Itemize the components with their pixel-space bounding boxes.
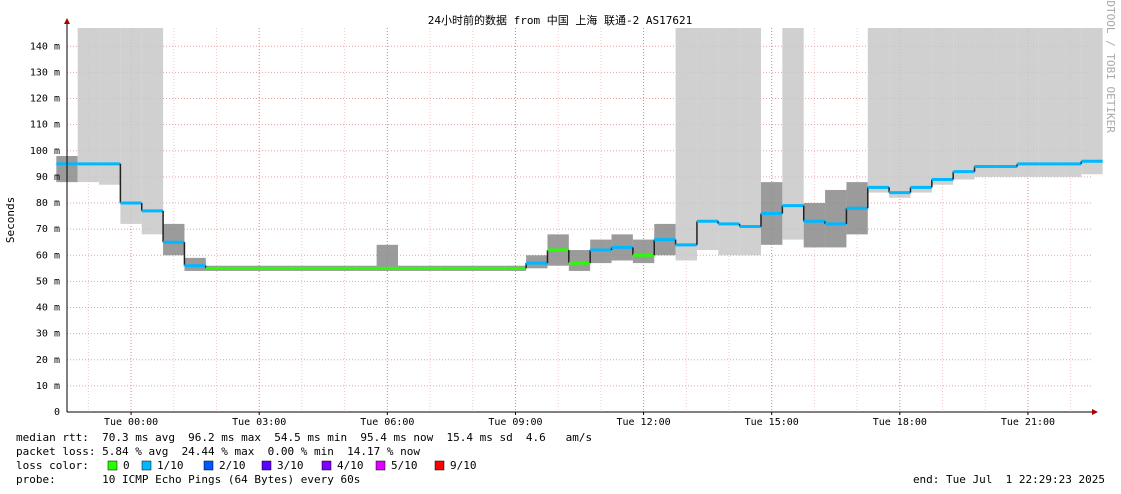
y-tick-label: 80 m	[36, 198, 60, 209]
x-tick-label: Tue 03:00	[232, 417, 286, 428]
smoke-band	[120, 28, 142, 224]
smoke-band	[931, 28, 954, 185]
legend-swatch	[203, 460, 214, 471]
smoke-band	[77, 28, 100, 183]
y-tick-label: 20 m	[36, 355, 60, 366]
stats-line: packet loss: 5.84 % avg 24.44 % max 0.00…	[16, 445, 420, 458]
y-tick-label: 40 m	[36, 303, 60, 314]
smoke-band	[1081, 28, 1103, 175]
y-tick-label: 70 m	[36, 224, 60, 235]
x-tick-label: Tue 18:00	[873, 417, 927, 428]
stats-line: median rtt: 70.3 ms avg 96.2 ms max 54.5…	[16, 431, 592, 444]
y-tick-label: 90 m	[36, 172, 60, 183]
smoke-band	[1017, 28, 1039, 177]
x-tick-label: Tue 06:00	[360, 417, 414, 428]
smoke-band	[803, 203, 826, 248]
axis-arrow	[64, 18, 70, 24]
legend-label: 2/10	[219, 459, 246, 472]
smoke-band	[675, 28, 697, 261]
legend-title: loss color:	[16, 459, 89, 472]
axis-arrow	[1092, 409, 1098, 415]
y-tick-label: 110 m	[30, 120, 60, 131]
legend-label: 4/10	[337, 459, 364, 472]
y-tick-label: 10 m	[36, 381, 60, 392]
smoke-band	[1038, 28, 1060, 177]
x-tick-label: Tue 12:00	[616, 417, 670, 428]
legend-label: 1/10	[157, 459, 184, 472]
x-tick-label: Tue 21:00	[1001, 417, 1055, 428]
y-tick-label: 140 m	[30, 41, 60, 52]
smoke-band	[825, 189, 847, 248]
legend-swatch	[434, 460, 445, 471]
y-tick-label: 30 m	[36, 329, 60, 340]
smoke-band	[163, 223, 185, 256]
smoke-band	[782, 28, 804, 240]
probe: probe: 10 ICMP Echo Pings (64 Bytes) eve…	[16, 473, 360, 486]
x-tick-label: Tue 00:00	[104, 417, 158, 428]
smoke-band	[995, 28, 1018, 177]
smoke-band	[1059, 28, 1082, 177]
smoke-band	[99, 28, 121, 185]
chart-title: 24小时前的数据 from 中国 上海 联通-2 AS17621	[428, 13, 692, 27]
y-tick-label: 100 m	[30, 146, 60, 157]
smoke-band	[867, 28, 890, 193]
smoke-band	[974, 28, 996, 177]
smoke-band	[953, 28, 975, 180]
legend-swatch	[321, 460, 332, 471]
legend-swatch	[107, 460, 118, 471]
smoke-band	[696, 28, 719, 251]
legend-swatch	[141, 460, 152, 471]
smoke-band	[910, 28, 932, 193]
y-tick-label: 50 m	[36, 276, 60, 287]
smoke-band	[718, 28, 740, 256]
smoke-band	[376, 244, 398, 271]
end-time: end: Tue Jul 1 22:29:23 2025	[913, 473, 1105, 486]
legend-label: 0	[123, 459, 130, 472]
legend-swatch	[261, 460, 272, 471]
smoke-band	[632, 239, 655, 264]
y-axis-label: Seconds	[4, 197, 17, 243]
y-tick-label: 130 m	[30, 67, 60, 78]
x-tick-label: Tue 15:00	[745, 417, 799, 428]
y-tick-label: 0	[54, 407, 60, 418]
watermark: RRDTOOL / TOBI OETIKER	[1104, 0, 1117, 133]
legend-label: 9/10	[450, 459, 477, 472]
smoke-band	[739, 28, 762, 256]
smoke-band	[889, 28, 911, 198]
x-tick-label: Tue 09:00	[488, 417, 542, 428]
legend-swatch	[375, 460, 386, 471]
legend-label: 5/10	[391, 459, 418, 472]
y-tick-label: 120 m	[30, 94, 60, 105]
legend-label: 3/10	[277, 459, 304, 472]
smoke-band	[568, 250, 591, 271]
y-tick-label: 60 m	[36, 250, 60, 261]
smoke-band	[141, 28, 164, 235]
